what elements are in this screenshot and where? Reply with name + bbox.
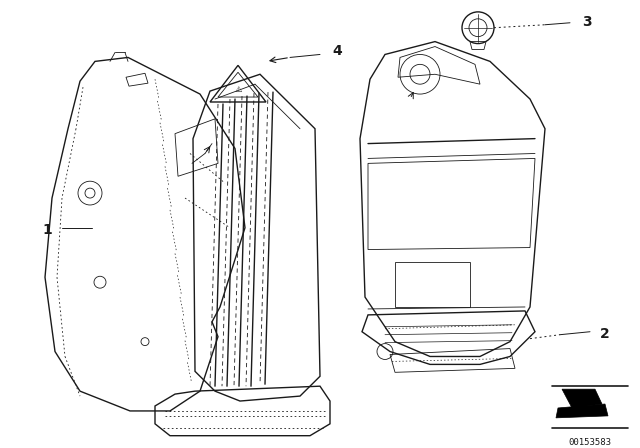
Text: 4: 4 bbox=[332, 44, 342, 59]
Text: 1: 1 bbox=[42, 223, 52, 237]
Polygon shape bbox=[562, 389, 602, 408]
Text: 2: 2 bbox=[600, 327, 610, 341]
Text: ⚠: ⚠ bbox=[234, 85, 242, 94]
Polygon shape bbox=[556, 404, 608, 418]
Text: 3: 3 bbox=[582, 15, 591, 29]
Text: 00153583: 00153583 bbox=[568, 438, 611, 447]
